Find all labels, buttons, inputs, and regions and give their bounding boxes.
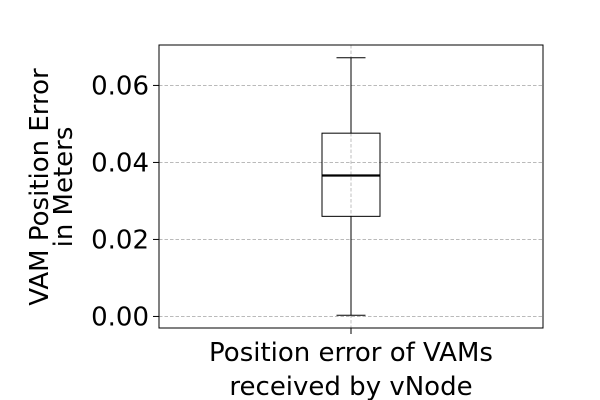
x-axis-label-line-2: received by vNode	[229, 372, 472, 400]
y-tick-label: 0.04	[91, 148, 149, 178]
y-axis-label-line-1: VAM Position Error	[25, 68, 55, 306]
y-tick-label: 0.06	[91, 71, 149, 101]
y-axis-label-line-2: in Meters	[49, 127, 79, 248]
y-axis: 0.00 0.02 0.04 0.06	[91, 71, 159, 332]
box-layer	[321, 57, 381, 316]
y-tick-label: 0.02	[91, 225, 149, 255]
x-axis-label-line-1: Position error of VAMs	[209, 338, 493, 368]
y-tick-label: 0.00	[91, 302, 149, 332]
